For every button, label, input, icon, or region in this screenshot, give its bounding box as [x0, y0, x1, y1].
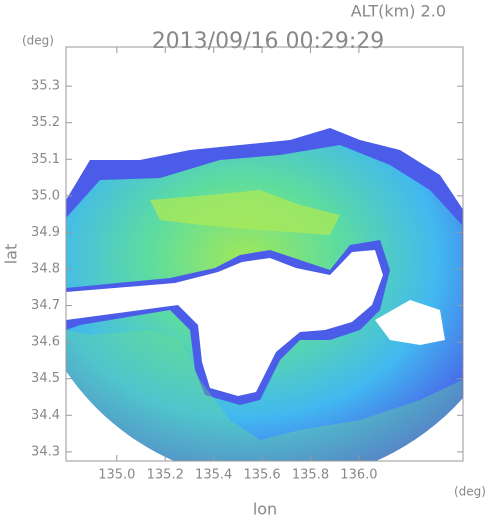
y-tick-label: 34.3 [31, 444, 60, 459]
x-tick-label: 135.4 [195, 468, 232, 483]
y-tick-label: 35.2 [31, 115, 60, 130]
x-tick-label: 136.0 [340, 468, 377, 483]
radar-field [66, 128, 463, 461]
plot-frame [65, 46, 464, 462]
x-unit: (deg) [454, 485, 486, 499]
y-tick-label: 34.9 [31, 225, 60, 240]
y-tick-label: 34.7 [31, 298, 60, 313]
x-tick-label: 135.6 [243, 468, 280, 483]
y-tick-label: 34.4 [31, 408, 60, 423]
altitude: ALT(km) 2.0 [351, 2, 446, 21]
y-tick-label: 34.8 [31, 261, 60, 276]
y-tick-label: 35.0 [31, 188, 60, 203]
y-tick-label: 34.6 [31, 335, 60, 350]
y-unit: (deg) [22, 34, 54, 48]
y-tick-label: 35.1 [31, 152, 60, 167]
x-axis-label: lon [253, 500, 277, 519]
y-axis-label: lat [2, 244, 21, 265]
x-tick-label: 135.2 [147, 468, 184, 483]
y-tick-label: 34.5 [31, 371, 60, 386]
y-tick-label: 35.3 [31, 79, 60, 94]
x-tick-label: 135.8 [292, 468, 329, 483]
x-tick-label: 135.0 [98, 468, 135, 483]
title: 2013/09/16 00:29:29 [152, 29, 385, 54]
